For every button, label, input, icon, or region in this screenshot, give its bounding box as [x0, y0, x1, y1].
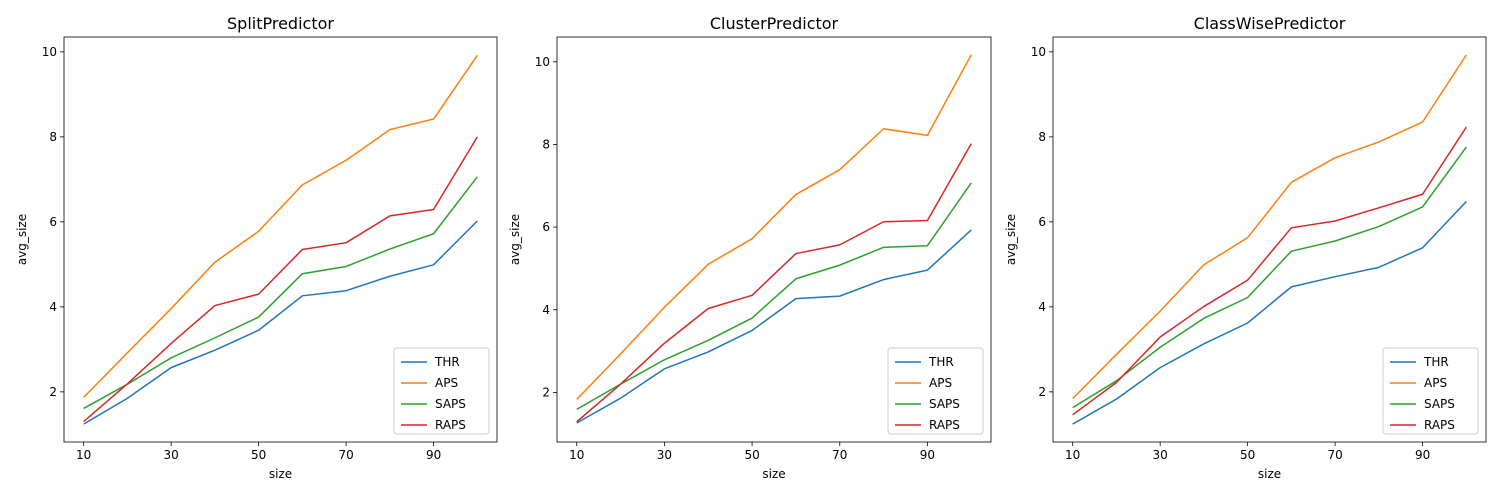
series-line-raps: [83, 136, 478, 423]
legend-label-saps: SAPS: [929, 397, 960, 411]
chart-panel-1: SplitPredictor 10 30 50 70 90 2 4 6 8 10 size avg_si…: [15, 14, 498, 481]
x-tick-label: 70: [832, 448, 847, 462]
series-line-thr: [1072, 200, 1467, 425]
y-tick-label: 8: [542, 137, 550, 151]
x-tick-label: 50: [1240, 448, 1255, 462]
legend-label-raps: RAPS: [435, 418, 466, 432]
plot-frame: [1052, 36, 1487, 443]
y-tick-label: 8: [49, 130, 57, 144]
legend-label-aps: APS: [929, 376, 952, 390]
x-axis-label: size: [762, 467, 785, 481]
series-line-thr: [576, 229, 972, 424]
chart-title: ClusterPredictor: [710, 14, 839, 33]
y-tick-label: 2: [542, 385, 550, 399]
x-tick-label: 10: [569, 448, 584, 462]
chart-panel-2: ClusterPredictor 10 30 50 70 90 2 4 6 8 10 size avg_…: [508, 14, 992, 481]
y-tick-label: 2: [49, 385, 57, 399]
plot-frame: [63, 36, 498, 443]
x-tick-label: 90: [920, 448, 935, 462]
y-tick-label: 6: [1038, 215, 1046, 229]
x-tick-label: 10: [76, 448, 91, 462]
legend-label-saps: SAPS: [1424, 397, 1455, 411]
plot-frame: [556, 36, 992, 443]
x-tick-label: 90: [1415, 448, 1430, 462]
series-line-raps: [1072, 126, 1467, 416]
y-tick-label: 4: [49, 300, 57, 314]
y-tick-label: 6: [49, 215, 57, 229]
series-line-aps: [576, 54, 972, 400]
x-axis-label: size: [1258, 467, 1281, 481]
series-line-saps: [576, 182, 972, 411]
x-tick-label: 30: [657, 448, 672, 462]
y-tick-label: 10: [535, 55, 550, 69]
chart-title: SplitPredictor: [227, 14, 334, 33]
x-tick-label: 70: [338, 448, 353, 462]
series-line-aps: [1072, 54, 1467, 400]
legend: THR APS SAPS RAPS: [887, 347, 984, 435]
y-axis-label: avg_size: [15, 214, 29, 265]
legend-label-aps: APS: [435, 376, 458, 390]
x-tick-label: 30: [164, 448, 179, 462]
x-axis-label: size: [269, 467, 292, 481]
y-tick-label: 8: [1038, 130, 1046, 144]
x-tick-label: 50: [251, 448, 266, 462]
x-tick-label: 70: [1327, 448, 1342, 462]
chart-panel-3: ClassWisePredictor 10 30 50 70 90 2 4 6 8 10 size av…: [1004, 14, 1487, 481]
legend-label-raps: RAPS: [1424, 418, 1455, 432]
series-line-saps: [1072, 146, 1467, 409]
legend: THR APS SAPS RAPS: [393, 347, 490, 435]
legend-label-aps: APS: [1424, 376, 1447, 390]
legend-label-saps: SAPS: [435, 397, 466, 411]
series-line-thr: [83, 220, 478, 425]
legend-box: [887, 347, 984, 435]
series-line-aps: [83, 54, 478, 398]
y-tick-label: 10: [42, 45, 57, 59]
x-tick-label: 50: [744, 448, 759, 462]
y-tick-label: 2: [1038, 385, 1046, 399]
y-tick-label: 6: [542, 220, 550, 234]
x-tick-label: 90: [426, 448, 441, 462]
legend-label-thr: THR: [1423, 355, 1449, 369]
legend-label-thr: THR: [434, 355, 460, 369]
legend-label-thr: THR: [928, 355, 954, 369]
legend: THR APS SAPS RAPS: [1382, 347, 1479, 435]
y-axis-label: avg_size: [1004, 214, 1018, 265]
x-tick-label: 30: [1153, 448, 1168, 462]
legend-box: [393, 347, 490, 435]
x-tick-label: 10: [1065, 448, 1080, 462]
series-line-raps: [576, 143, 972, 423]
y-tick-label: 4: [1038, 300, 1046, 314]
y-tick-label: 4: [542, 303, 550, 317]
series-line-saps: [83, 176, 478, 410]
legend-label-raps: RAPS: [929, 418, 960, 432]
legend-box: [1382, 347, 1479, 435]
y-tick-label: 10: [1031, 45, 1046, 59]
y-axis-label: avg_size: [508, 214, 522, 265]
chart-title: ClassWisePredictor: [1194, 14, 1346, 33]
